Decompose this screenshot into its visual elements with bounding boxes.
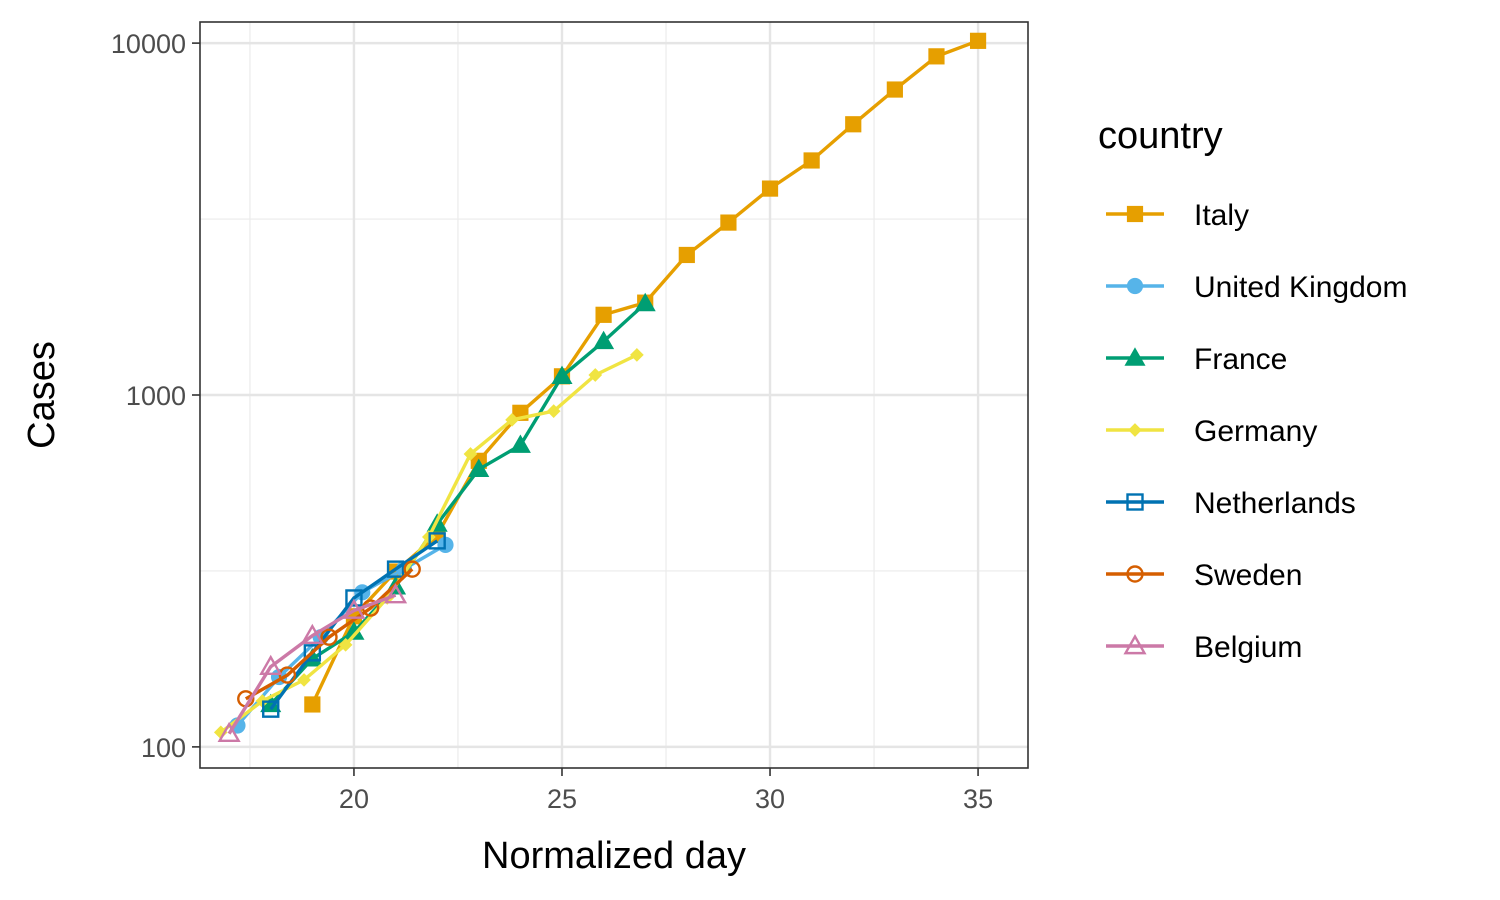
series-sweden	[237, 560, 421, 708]
data-point-sweden	[320, 628, 338, 646]
y-tick-label: 100	[141, 733, 186, 763]
series-italy	[304, 32, 987, 713]
legend-key-marker	[1126, 565, 1144, 583]
data-point-belgium	[300, 623, 324, 645]
x-tick-label: 35	[963, 784, 993, 814]
x-tick-label: 30	[755, 784, 785, 814]
legend-label: Sweden	[1194, 559, 1302, 592]
series-line-italy	[310, 39, 979, 706]
data-point-germany	[546, 404, 561, 418]
y-tick-label: 10000	[111, 29, 186, 59]
data-point-netherlands	[428, 532, 446, 550]
legend-item-united-kingdom: United Kingdom	[1106, 271, 1407, 304]
grid-lines	[200, 22, 1028, 768]
data-point-france	[593, 330, 615, 350]
data-point-italy	[969, 32, 987, 49]
legend-key-marker	[1126, 205, 1144, 223]
data-point-italy	[803, 152, 820, 169]
data-point-italy	[595, 306, 612, 323]
data-point-italy	[928, 48, 945, 65]
data-point-italy	[886, 81, 903, 98]
data-point-italy	[761, 180, 779, 197]
axes: 20 25 30 35 100 1000 10000	[111, 29, 993, 814]
legend-item-belgium: Belgium	[1106, 631, 1302, 664]
data-point-sweden	[403, 560, 421, 578]
y-tick-label: 1000	[126, 381, 186, 411]
series-netherlands	[262, 532, 446, 718]
x-tick-label: 25	[547, 784, 577, 814]
data-point-belgium	[217, 721, 241, 743]
legend-item-germany: Germany	[1106, 415, 1317, 448]
data-point-belgium	[342, 598, 366, 619]
data-point-italy	[845, 116, 862, 133]
data-point-france	[551, 365, 573, 385]
data-point-germany	[505, 412, 519, 427]
series-line-sweden	[244, 567, 414, 701]
x-axis-title: Normalized day	[482, 835, 746, 877]
data-point-france	[634, 292, 656, 312]
legend-label: Netherlands	[1194, 487, 1356, 520]
data-point-germany	[588, 368, 603, 382]
legend-label: Belgium	[1194, 631, 1302, 664]
legend-item-italy: Italy	[1106, 199, 1249, 232]
series-line-netherlands	[269, 539, 439, 711]
data-point-germany	[338, 637, 353, 652]
data-point-netherlands	[262, 700, 280, 718]
data-point-italy	[678, 246, 695, 264]
legend-title: country	[1098, 115, 1223, 157]
legend-label: Germany	[1194, 415, 1317, 448]
legend-key-marker	[1126, 277, 1144, 295]
y-axis-title: Cases	[21, 341, 63, 449]
data-point-netherlands	[303, 644, 322, 662]
legend-label: United Kingdom	[1194, 271, 1407, 304]
data-point-italy	[304, 696, 321, 713]
legend-key-marker	[1126, 493, 1144, 511]
legend-key-marker	[1128, 423, 1142, 437]
data-point-germany	[297, 673, 311, 687]
legend-label: France	[1194, 343, 1287, 376]
legend: country Italy United Kingdom France Germany…	[1098, 115, 1407, 664]
legend-item-netherlands: Netherlands	[1106, 487, 1356, 520]
data-point-germany	[463, 447, 478, 461]
legend-key-marker	[1123, 634, 1147, 655]
legend-key-marker	[1124, 347, 1146, 366]
series-line-france	[269, 302, 647, 706]
legend-item-france: France	[1106, 343, 1287, 376]
data-point-belgium	[259, 654, 283, 676]
data-point-germany	[630, 348, 644, 362]
x-tick-label: 20	[339, 784, 369, 814]
data-point-france	[468, 458, 490, 478]
data-point-france	[509, 434, 531, 453]
data-point-netherlands	[386, 560, 405, 578]
plot-series	[213, 32, 987, 743]
series-line-belgium	[227, 593, 397, 735]
data-point-netherlands	[345, 589, 363, 607]
legend-item-sweden: Sweden	[1106, 559, 1302, 592]
data-point-sweden	[278, 666, 297, 684]
data-point-belgium	[383, 583, 408, 604]
data-point-italy	[720, 214, 737, 231]
series-belgium	[217, 583, 408, 743]
legend-label: Italy	[1194, 199, 1249, 232]
